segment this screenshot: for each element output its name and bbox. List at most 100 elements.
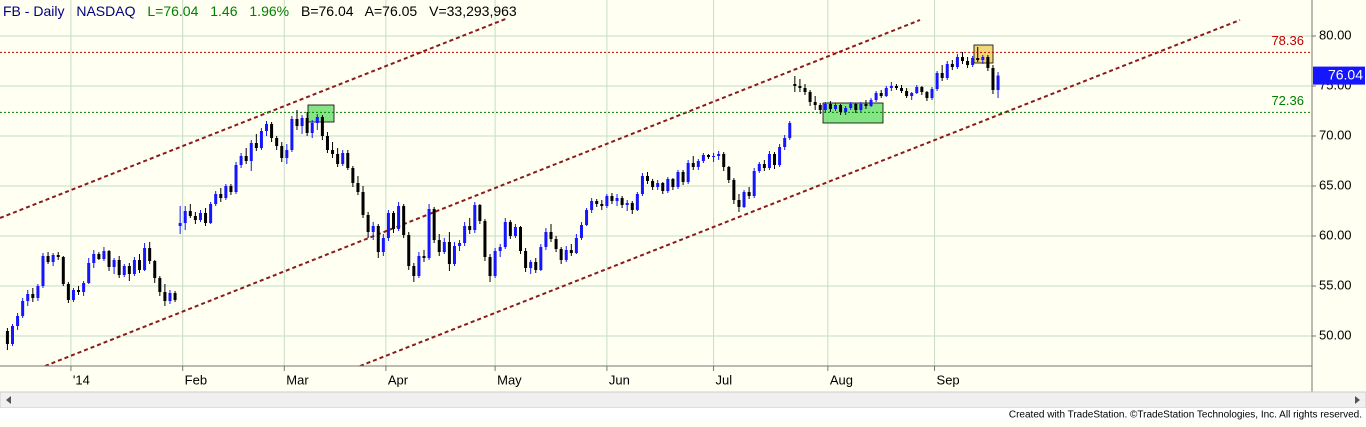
candle-body [392, 213, 396, 229]
candle-body [742, 192, 746, 207]
candle-body [498, 247, 502, 251]
candle-body [325, 136, 329, 150]
candle-body [107, 251, 111, 267]
candle-body [696, 161, 700, 167]
candle-body [452, 246, 456, 264]
candle-body [813, 102, 817, 105]
candle-body [874, 93, 878, 100]
candle-body [610, 196, 614, 201]
chart-header: FB - Daily NASDAQ L=76.04 1.46 1.96% B=7… [3, 3, 517, 19]
candle-body [87, 263, 91, 283]
candle-body [839, 105, 843, 112]
candle-body [727, 167, 731, 180]
candle-body [585, 210, 589, 225]
candle-body [265, 124, 269, 131]
candle-body [910, 93, 914, 96]
candle-body [656, 183, 660, 187]
volume: V=33,293,963 [429, 3, 517, 19]
candle-body [747, 192, 751, 196]
candle-body [605, 196, 609, 206]
candle-body [173, 293, 177, 300]
candle-body [544, 232, 548, 247]
ask: A=76.05 [365, 3, 418, 19]
candle-body [620, 198, 624, 205]
candle-body [478, 205, 482, 221]
bid: B=76.04 [301, 3, 354, 19]
scroll-left[interactable] [6, 396, 11, 404]
candle-body [183, 211, 187, 223]
candle-body [869, 100, 873, 106]
candle-body [153, 261, 157, 278]
candle-body [493, 251, 497, 276]
change-pct: 1.96% [249, 3, 289, 19]
candle-body [270, 124, 274, 138]
candle-body [818, 105, 822, 110]
candle-body [651, 181, 655, 187]
scrollbar-track[interactable] [0, 391, 1366, 409]
candle-body [71, 290, 75, 300]
candle-body [945, 64, 949, 78]
candle-body [234, 165, 238, 192]
scrollbar[interactable] [0, 391, 1366, 409]
candle-body [36, 286, 40, 298]
x-tick-label: Sep [937, 372, 960, 387]
candle-body [376, 226, 380, 252]
candle-body [600, 204, 604, 206]
exchange: NASDAQ [76, 3, 135, 19]
candle-body [534, 262, 538, 270]
candle-body [16, 316, 20, 326]
candle-body [305, 118, 309, 133]
candle-body [778, 147, 782, 165]
candle-body [310, 123, 314, 133]
candle-body [935, 73, 939, 89]
candle-body [447, 242, 451, 264]
candle-body [859, 104, 863, 110]
candle-body [285, 150, 289, 158]
candle-body [214, 194, 218, 204]
candle-body [188, 211, 192, 216]
candle-body [442, 242, 446, 252]
candle-body [925, 92, 929, 98]
y-tick-label: 80.00 [1319, 27, 1352, 42]
candle-body [92, 254, 96, 263]
highlight-box [822, 102, 884, 124]
candle-body [767, 154, 771, 168]
candle-body [762, 164, 766, 168]
y-tick-label: 70.00 [1319, 127, 1352, 142]
candle-body [97, 254, 101, 259]
candle-body [640, 176, 644, 194]
candle-body [539, 247, 543, 270]
candle-body [427, 209, 431, 258]
candle-body [320, 117, 324, 136]
scroll-right[interactable] [1355, 396, 1360, 404]
candle-body [138, 260, 142, 270]
candle-body [788, 123, 792, 138]
candle-body [793, 84, 797, 86]
candle-body [402, 206, 406, 235]
y-tick-label: 55.00 [1319, 277, 1352, 292]
candle-body [112, 260, 116, 267]
candle-body [315, 117, 319, 123]
candle-body [559, 249, 563, 260]
candle-body [10, 326, 14, 344]
candle-body [209, 204, 213, 223]
candle-body [336, 154, 340, 164]
candle-body [249, 143, 253, 161]
x-tick-label: Jul [716, 372, 733, 387]
candle-body [798, 86, 802, 88]
candle-body [966, 61, 970, 65]
candle-body [163, 292, 167, 301]
candle-body [300, 118, 304, 126]
candle-body [569, 250, 573, 253]
candle-body [397, 206, 401, 229]
candle-body [483, 221, 487, 257]
candle-body [432, 209, 436, 240]
candle-body [686, 163, 690, 182]
candle-body [331, 150, 335, 154]
candle-body [706, 155, 710, 157]
footer: Created with TradeStation. ©TradeStation… [1009, 410, 1362, 421]
candle-body [31, 294, 35, 298]
candle-body [681, 172, 685, 182]
level-label: 72.36 [1271, 93, 1304, 108]
